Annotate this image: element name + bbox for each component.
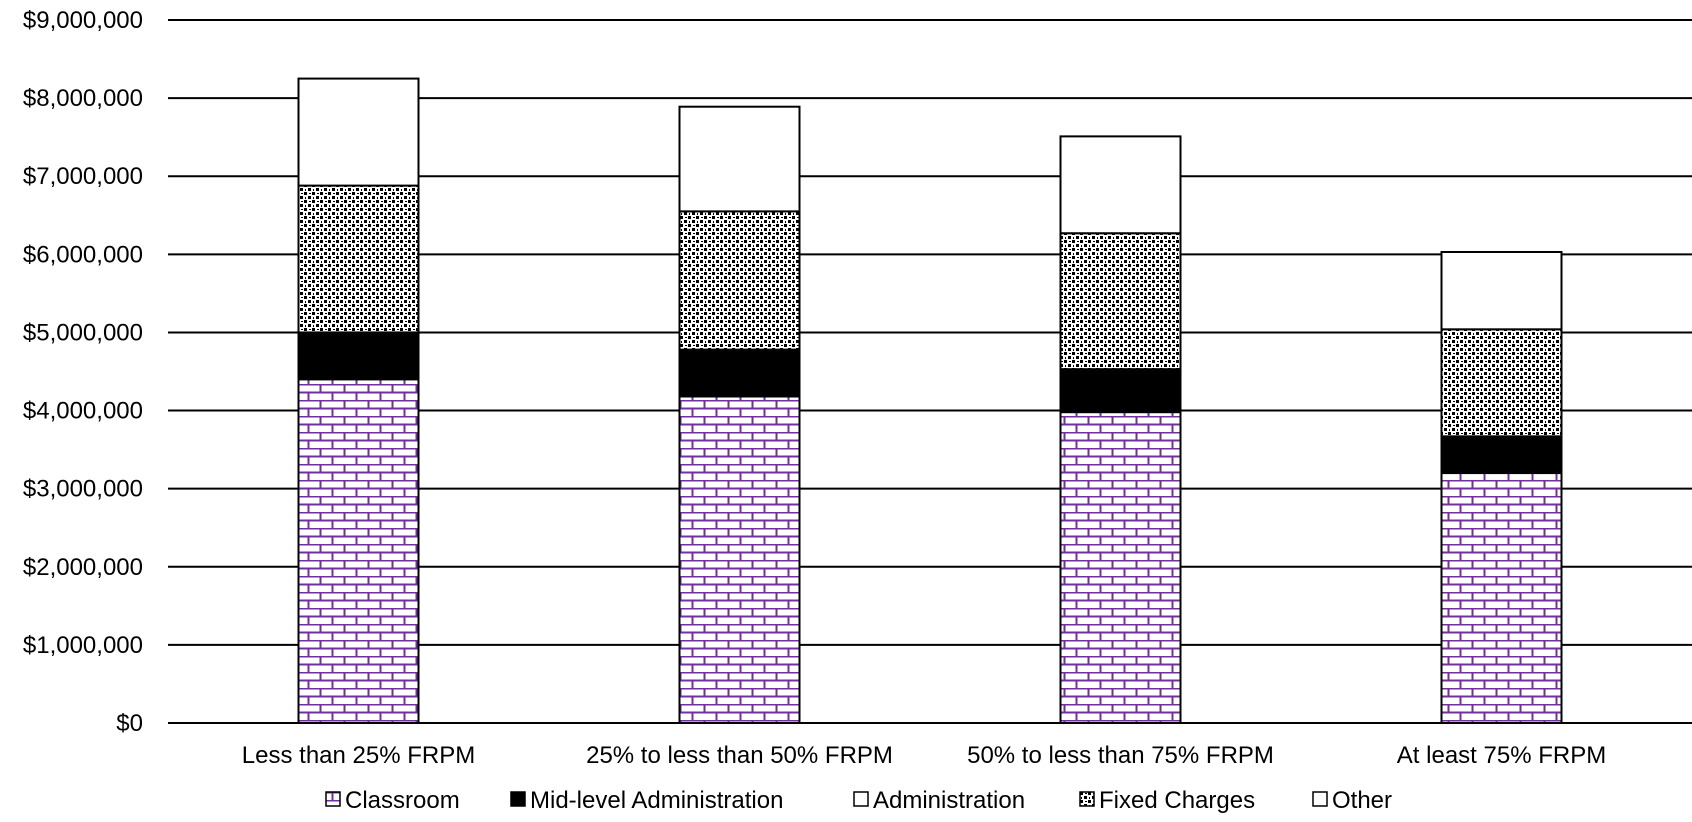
- bar-other: [1059, 135, 1182, 235]
- legend-label: Other: [1332, 787, 1392, 814]
- bar-classroom: [1440, 472, 1563, 724]
- y-tick-label: $0: [116, 710, 143, 737]
- bar-fixed-charges: [1440, 328, 1563, 438]
- bar-fixed-charges: [1059, 232, 1182, 371]
- bar-mid-level-administration: [1440, 435, 1563, 475]
- x-tick-label: At least 75% FRPM: [1397, 742, 1606, 769]
- y-tick-label: $6,000,000: [23, 241, 143, 268]
- bar-mid-level-administration: [297, 331, 420, 381]
- legend-swatch: [1079, 791, 1095, 807]
- y-tick-label: $2,000,000: [23, 554, 143, 581]
- x-tick-label: Less than 25% FRPM: [242, 742, 475, 769]
- y-tick-label: $7,000,000: [23, 163, 143, 190]
- bar-classroom: [678, 395, 801, 724]
- x-tick-label: 50% to less than 75% FRPM: [967, 742, 1274, 769]
- legend-label: Administration: [873, 787, 1025, 814]
- gridlines: [168, 19, 1692, 724]
- bar-mid-level-administration: [1059, 368, 1182, 414]
- legend-label: Mid-level Administration: [530, 787, 783, 814]
- bars: [297, 77, 1563, 724]
- y-tick-label: $5,000,000: [23, 319, 143, 346]
- legend-swatch: [853, 791, 869, 807]
- legend-swatch: [510, 791, 526, 807]
- bar-other: [1440, 250, 1563, 331]
- y-tick-label: $9,000,000: [23, 7, 143, 34]
- y-tick-label: $3,000,000: [23, 476, 143, 503]
- x-tick-label: 25% to less than 50% FRPM: [586, 742, 893, 769]
- legend: Classroom Mid-level Administration Adminis…: [325, 787, 1392, 814]
- bar-other: [678, 105, 801, 213]
- y-tick-label: $4,000,000: [23, 398, 143, 425]
- legend-swatch: [1312, 791, 1328, 807]
- y-tick-label: $1,000,000: [23, 632, 143, 659]
- y-axis-tick-labels: $0 $1,000,000 $2,000,000 $3,000,000 $4,000,0…: [23, 7, 143, 737]
- legend-label: Classroom: [345, 787, 460, 814]
- y-tick-label: $8,000,000: [23, 85, 143, 112]
- bar-other: [297, 77, 420, 187]
- bar-classroom: [297, 378, 420, 724]
- bar-classroom: [1059, 411, 1182, 724]
- bar-fixed-charges: [678, 210, 801, 351]
- legend-label: Fixed Charges: [1099, 787, 1255, 814]
- x-axis-tick-labels: Less than 25% FRPM 25% to less than 50% F…: [242, 742, 1606, 769]
- legend-swatch: [325, 791, 341, 807]
- bar-mid-level-administration: [678, 348, 801, 398]
- bar-fixed-charges: [297, 184, 420, 334]
